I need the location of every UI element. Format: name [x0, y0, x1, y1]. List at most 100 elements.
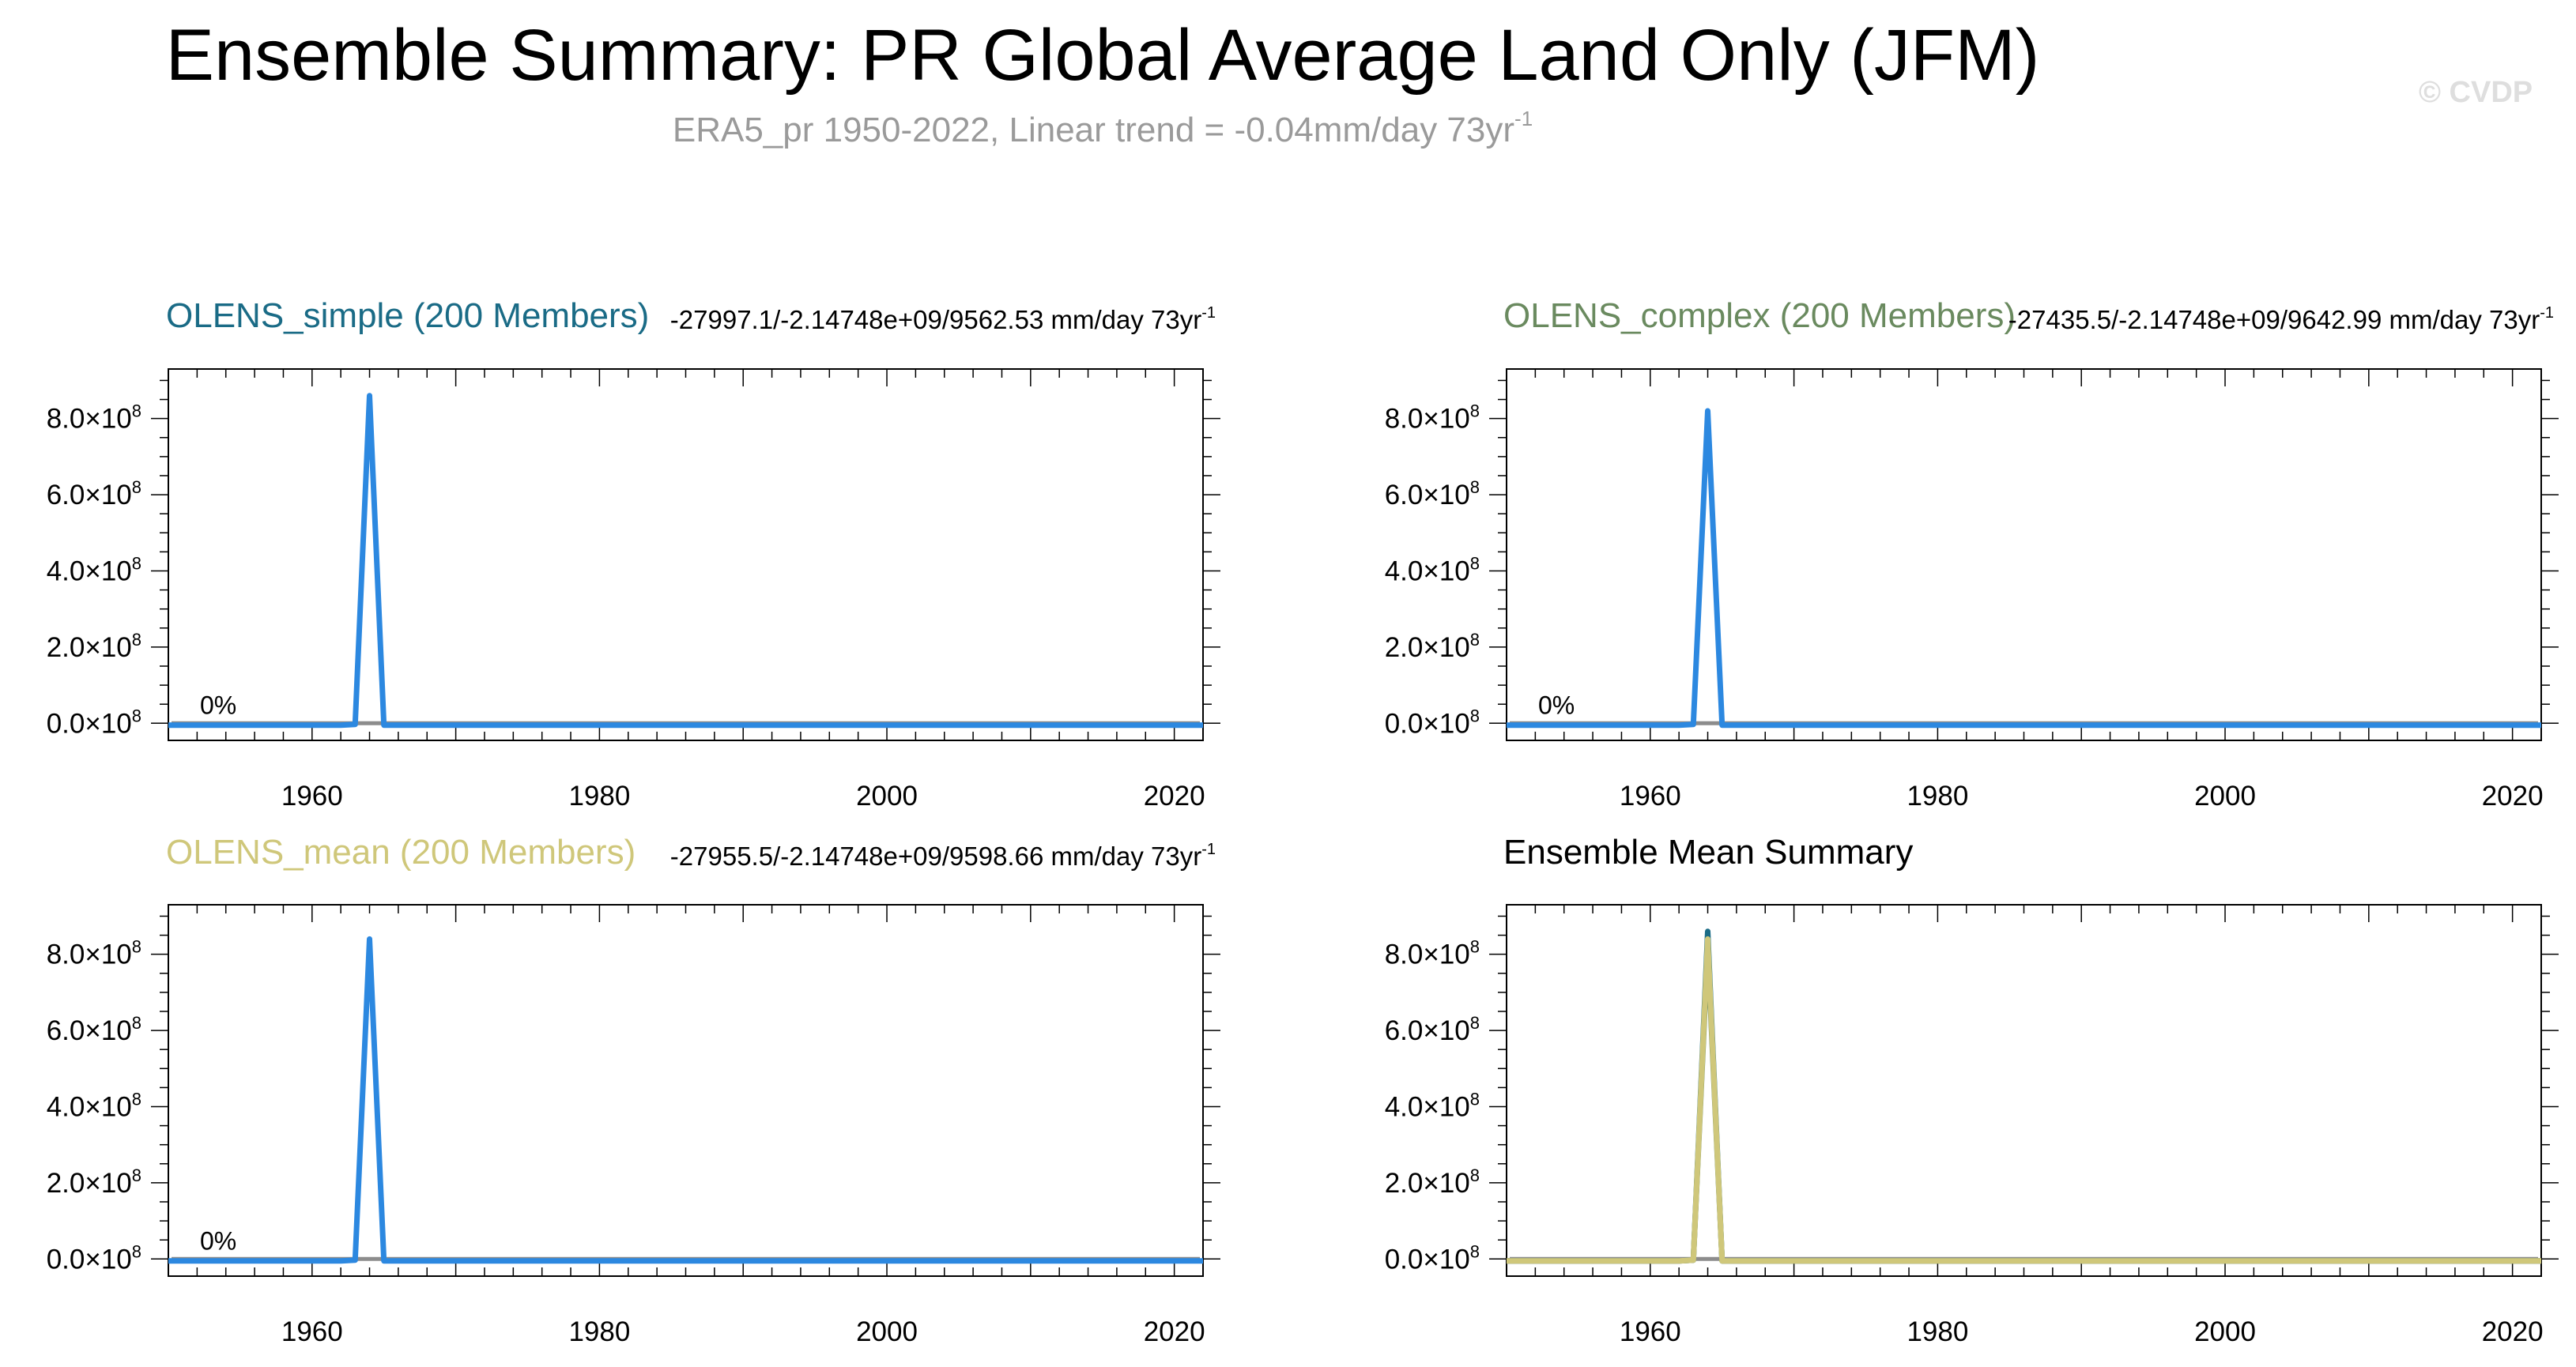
x-tick-label: 2000: [856, 1316, 918, 1347]
y-tick-base: ×10: [1423, 480, 1469, 510]
y-tick-exponent: 8: [132, 477, 141, 497]
y-tick-exponent: 8: [1470, 1241, 1480, 1261]
figure-title: Ensemble Summary: PR Global Average Land…: [165, 15, 2040, 96]
y-tick-exponent: 8: [1470, 1013, 1480, 1033]
stat-text: -27997.1/-2.14748e+09/9562.53 mm/day 73y…: [670, 305, 1201, 334]
stat-text: -27435.5/-2.14748e+09/9642.99 mm/day 73y…: [2008, 305, 2540, 334]
percent-label: 0%: [200, 691, 236, 719]
percent-label: 0%: [1538, 691, 1575, 719]
y-tick-base: ×10: [1423, 708, 1469, 739]
y-tick-exponent: 8: [132, 1089, 141, 1109]
y-tick-base: ×10: [85, 404, 131, 435]
panel-title: OLENS_mean (200 Members): [166, 833, 636, 872]
y-tick-exponent: 8: [132, 1166, 141, 1185]
series-line-olens-mean: [1507, 936, 2541, 1264]
y-tick-base: ×10: [1423, 940, 1469, 970]
y-tick-label: 4.0×108: [47, 553, 141, 586]
y-tick-mantissa: 2.0: [47, 1168, 85, 1199]
y-tick-mantissa: 0.0: [1385, 708, 1424, 739]
panel-1: OLENS_simple (200 Members) -27997.1/-2.14…: [47, 296, 1220, 812]
x-tick-label: 2020: [2482, 1316, 2544, 1347]
y-tick-base: ×10: [1423, 555, 1469, 586]
y-tick-label: 0.0×108: [1385, 1241, 1480, 1275]
y-tick-label: 8.0×108: [47, 937, 141, 970]
y-tick-mantissa: 6.0: [1385, 480, 1424, 510]
y-tick-base: ×10: [1423, 632, 1469, 663]
x-tick-label: 1960: [1620, 1316, 1681, 1347]
y-tick-label: 6.0×108: [47, 1013, 141, 1046]
subtitle-exponent: -1: [1514, 107, 1533, 130]
y-tick-label: 6.0×108: [47, 477, 141, 510]
y-tick-exponent: 8: [132, 553, 141, 573]
panel-stat: -27435.5/-2.14748e+09/9642.99 mm/day 73y…: [2008, 304, 2554, 334]
panel-3: OLENS_mean (200 Members) -27955.5/-2.1474…: [47, 833, 1220, 1347]
x-tick-label: 2000: [2194, 781, 2256, 812]
copyright-watermark: © CVDP: [2419, 76, 2533, 109]
series-line-ensemble: [168, 936, 1203, 1264]
panel-stat: -27955.5/-2.14748e+09/9598.66 mm/day 73y…: [670, 841, 1216, 871]
y-tick-mantissa: 6.0: [1385, 1015, 1424, 1046]
y-tick-mantissa: 0.0: [1385, 1244, 1424, 1275]
y-tick-exponent: 8: [1470, 401, 1480, 421]
figure-subtitle: ERA5_pr 1950-2022, Linear trend = -0.04m…: [0, 107, 2205, 150]
plot-frame: [168, 904, 1204, 1277]
y-tick-mantissa: 4.0: [47, 1091, 85, 1122]
y-tick-label: 4.0×108: [1385, 1089, 1480, 1122]
panel-stat: -27997.1/-2.14748e+09/9562.53 mm/day 73y…: [670, 304, 1216, 334]
y-tick-mantissa: 4.0: [1385, 1091, 1424, 1122]
y-tick-base: ×10: [1423, 1244, 1469, 1275]
y-tick-base: ×10: [85, 940, 131, 970]
y-tick-exponent: 8: [132, 630, 141, 650]
stat-exponent: -1: [1201, 841, 1216, 858]
x-tick-label: 2020: [1144, 781, 1205, 812]
y-tick-mantissa: 8.0: [1385, 404, 1424, 435]
y-tick-mantissa: 8.0: [1385, 940, 1424, 970]
y-tick-mantissa: 6.0: [47, 1015, 85, 1046]
y-tick-base: ×10: [85, 1015, 131, 1046]
stat-exponent: -1: [1201, 304, 1216, 322]
panel-title: OLENS_complex (200 Members): [1503, 296, 2016, 335]
y-tick-mantissa: 0.0: [47, 1244, 85, 1275]
plot-frame: [1506, 904, 2542, 1277]
stat-exponent: -1: [2540, 304, 2554, 322]
y-tick-exponent: 8: [1470, 937, 1480, 957]
y-tick-mantissa: 2.0: [1385, 632, 1424, 663]
x-tick-label: 1980: [568, 1316, 630, 1347]
y-tick-label: 2.0×108: [1385, 1166, 1480, 1199]
y-tick-base: ×10: [85, 1244, 131, 1275]
y-tick-base: ×10: [85, 555, 131, 586]
series-line-olens-complex: [1507, 943, 2541, 1264]
panel-2: OLENS_complex (200 Members)-27435.5/-2.1…: [1385, 296, 2559, 812]
x-tick-label: 2020: [1144, 1316, 1205, 1347]
y-tick-base: ×10: [1423, 1168, 1469, 1199]
panel-title: Ensemble Mean Summary: [1503, 833, 1913, 872]
y-tick-label: 6.0×108: [1385, 1013, 1480, 1046]
y-tick-label: 8.0×108: [47, 401, 141, 435]
y-tick-label: 8.0×108: [1385, 937, 1480, 970]
x-tick-label: 1960: [281, 781, 343, 812]
x-tick-label: 1980: [1907, 1316, 1968, 1347]
y-tick-exponent: 8: [132, 1241, 141, 1261]
panel-title: OLENS_simple (200 Members): [166, 296, 649, 335]
y-tick-exponent: 8: [1470, 477, 1480, 497]
y-tick-mantissa: 0.0: [47, 708, 85, 739]
y-tick-base: ×10: [85, 480, 131, 510]
subtitle-text: ERA5_pr 1950-2022, Linear trend = -0.04m…: [672, 111, 1515, 149]
y-tick-base: ×10: [85, 632, 131, 663]
y-tick-label: 0.0×108: [1385, 706, 1480, 739]
x-tick-label: 1980: [568, 781, 630, 812]
y-tick-label: 0.0×108: [47, 1241, 141, 1275]
y-tick-exponent: 8: [1470, 553, 1480, 573]
series-line-olens-simple: [1507, 928, 2541, 1264]
x-tick-label: 2000: [856, 781, 918, 812]
y-tick-exponent: 8: [132, 706, 141, 725]
y-tick-exponent: 8: [1470, 706, 1480, 725]
y-tick-mantissa: 8.0: [47, 940, 85, 970]
y-tick-base: ×10: [85, 708, 131, 739]
y-tick-base: ×10: [1423, 404, 1469, 435]
y-tick-exponent: 8: [132, 401, 141, 421]
y-tick-label: 4.0×108: [47, 1089, 141, 1122]
plot-frame: [168, 368, 1204, 741]
y-tick-label: 2.0×108: [47, 630, 141, 663]
panel-4: Ensemble Mean Summary 1960 1980 2000 2020 0.0…: [1385, 833, 2559, 1347]
